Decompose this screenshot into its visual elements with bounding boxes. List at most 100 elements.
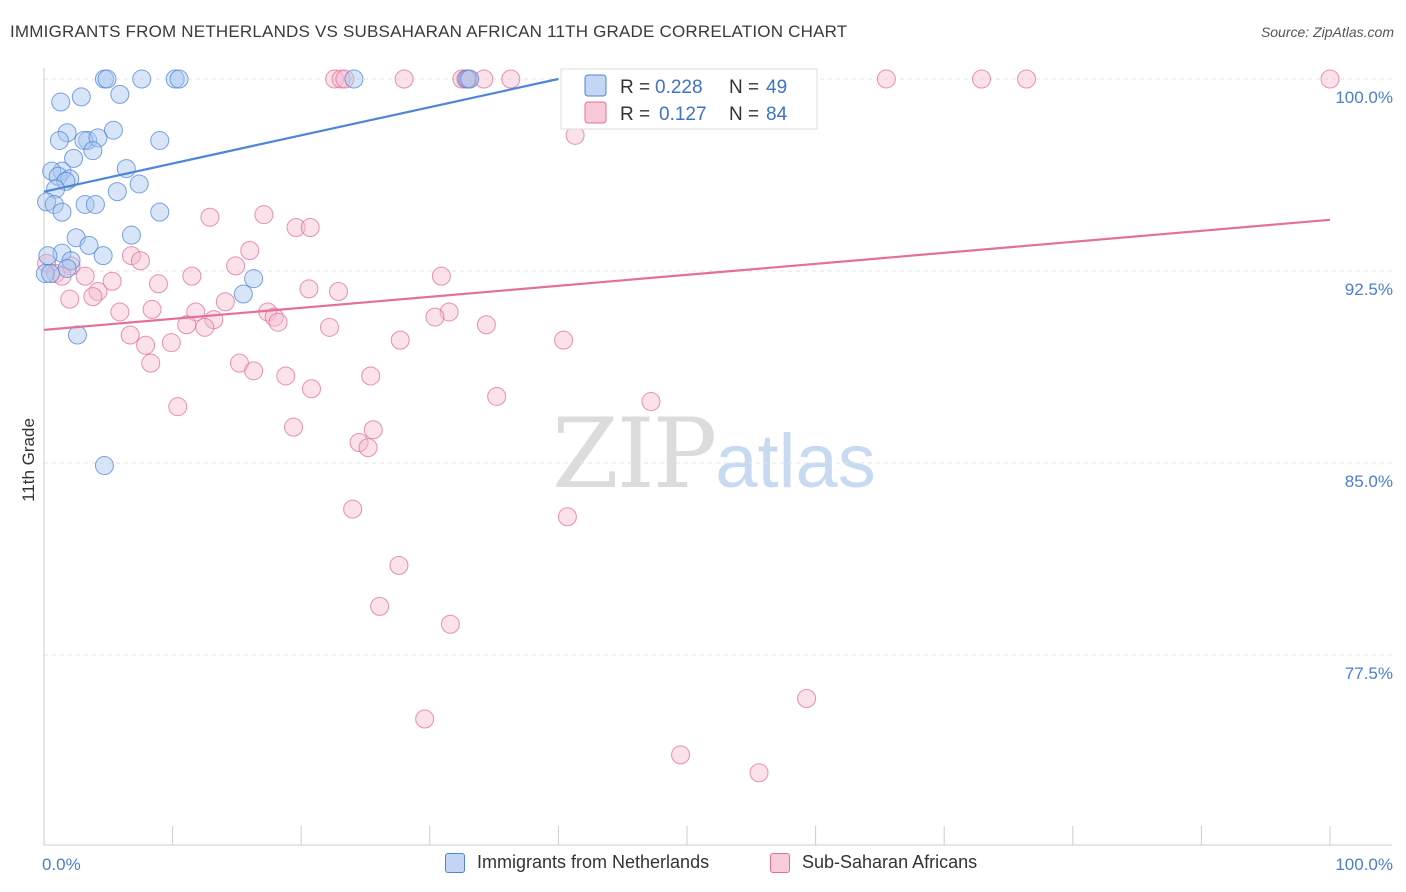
subsaharan-point-11 — [876, 69, 896, 89]
legend-r-value-2: 0.127 — [659, 104, 707, 125]
subsaharan-point-44 — [264, 307, 284, 327]
subsaharan-point-47 — [268, 312, 288, 332]
subsaharan-point-30 — [431, 266, 451, 286]
subsaharan-point-3 — [394, 69, 414, 89]
zipatlas-watermark: ZIPatlas — [552, 398, 876, 510]
netherlands-point-20 — [52, 161, 72, 181]
source-credit: Source: ZipAtlas.com — [1260, 24, 1394, 40]
netherlands-point-7 — [460, 69, 480, 89]
netherlands-point-17 — [150, 130, 170, 150]
subsaharan-point-46 — [425, 307, 445, 327]
netherlands-point-44 — [244, 269, 264, 289]
subsaharan-point-77 — [671, 745, 691, 765]
subsaharan-point-33 — [148, 274, 168, 294]
netherlands-point-40 — [93, 246, 113, 266]
subsaharan-point-56 — [554, 330, 574, 350]
chart-title: IMMIGRANTS FROM NETHERLANDS VS SUBSAHARA… — [10, 22, 848, 41]
subsaharan-point-36 — [83, 287, 103, 307]
subsaharan-point-61 — [361, 366, 381, 386]
netherlands-point-37 — [79, 235, 99, 255]
subsaharan-point-69 — [358, 438, 378, 458]
subsaharan-point-19 — [300, 217, 320, 237]
netherlands-point-11 — [103, 120, 123, 140]
subsaharan-point-38 — [215, 292, 235, 312]
subsaharan-point-16 — [200, 207, 220, 227]
netherlands-point-45 — [233, 284, 253, 304]
legend-r-value-1: 0.228 — [655, 77, 703, 98]
netherlands-point-2 — [132, 69, 152, 89]
trend-lines — [43, 77, 1331, 331]
x-tick-label-1: 100.0% — [1335, 855, 1393, 874]
netherlands-point-28 — [107, 182, 127, 202]
subsaharan-point-45 — [439, 302, 459, 322]
y-tick-labels: 100.0% 92.5% 85.0% 77.5% — [1335, 88, 1393, 683]
netherlands-point-30 — [44, 194, 64, 214]
subsaharan-point-20 — [240, 241, 260, 261]
subsaharan-point-13 — [1017, 69, 1037, 89]
legend-item-subsaharan: Sub-Saharan Africans — [770, 852, 977, 873]
series-legend: Immigrants from Netherlands Sub-Saharan … — [0, 852, 1406, 880]
subsaharan-point-0 — [325, 69, 345, 89]
subsaharan-point-12 — [971, 69, 991, 89]
subsaharan-point-66 — [283, 417, 303, 437]
subsaharan-point-60 — [276, 366, 296, 386]
subsaharan-point-63 — [487, 386, 507, 406]
netherlands-point-29 — [37, 192, 57, 212]
subsaharan-point-71 — [557, 507, 577, 527]
netherlands-point-34 — [150, 202, 170, 222]
netherlands-point-35 — [121, 225, 141, 245]
subsaharan-point-68 — [349, 433, 369, 453]
netherlands-point-39 — [38, 246, 58, 266]
netherlands-point-19 — [64, 148, 84, 168]
legend-label-subsaharan: Sub-Saharan Africans — [802, 852, 978, 872]
subsaharan-point-37 — [60, 289, 80, 309]
subsaharan-point-54 — [161, 333, 181, 353]
watermark-zip: ZIP — [552, 398, 717, 510]
legend-swatch-pink — [584, 101, 607, 124]
subsaharan-point-70 — [343, 499, 363, 519]
subsaharan-point-74 — [440, 614, 460, 634]
subsaharan-point-55 — [390, 330, 410, 350]
subsaharan-point-51 — [476, 315, 496, 335]
subsaharan-point-41 — [110, 302, 130, 322]
netherlands-point-21 — [42, 161, 62, 181]
netherlands-point-18 — [83, 141, 103, 161]
subsaharan-point-7 — [474, 69, 494, 89]
watermark-atlas: atlas — [715, 419, 876, 504]
legend-r-label-1: R = — [620, 77, 650, 98]
netherlands-point-46 — [67, 325, 87, 345]
subsaharan-point-14 — [1320, 69, 1340, 89]
subsaharan-point-65 — [168, 397, 188, 417]
subsaharan-point-53 — [136, 335, 156, 355]
subsaharan-point-57 — [141, 353, 161, 373]
netherlands-point-9 — [71, 87, 91, 107]
subsaharan-point-28 — [75, 266, 95, 286]
netherlands-point-10 — [110, 84, 130, 104]
netherlands-point-32 — [85, 194, 105, 214]
subsaharan-point-49 — [195, 317, 215, 337]
legend-n-label-2: N = — [729, 104, 759, 125]
netherlands-point-12 — [57, 123, 77, 143]
subsaharan-trend-line — [43, 218, 1331, 331]
subsaharan-point-50 — [319, 317, 339, 337]
legend-swatch-subsaharan — [770, 852, 790, 873]
subsaharan-point-34 — [299, 279, 319, 299]
y-axis-label: 11th Grade — [19, 418, 38, 502]
y-tick-label-3: 77.5% — [1345, 664, 1393, 683]
legend-swatch-netherlands — [445, 852, 465, 873]
netherlands-point-27 — [129, 174, 149, 194]
subsaharan-point-32 — [88, 281, 108, 301]
subsaharan-point-39 — [142, 299, 162, 319]
netherlands-point-5 — [344, 69, 364, 89]
y-tick-label-0: 100.0% — [1335, 88, 1393, 107]
subsaharan-point-72 — [389, 555, 409, 575]
subsaharan-point-52 — [120, 325, 140, 345]
series-immigrants-from-netherlands — [35, 69, 480, 476]
netherlands-point-48 — [40, 264, 60, 284]
legend-r-label-2: R = — [620, 104, 650, 125]
subsaharan-point-17 — [254, 205, 274, 225]
subsaharan-point-18 — [286, 217, 306, 237]
subsaharan-point-75 — [415, 709, 435, 729]
subsaharan-point-23 — [226, 256, 246, 276]
netherlands-point-33 — [52, 202, 72, 222]
